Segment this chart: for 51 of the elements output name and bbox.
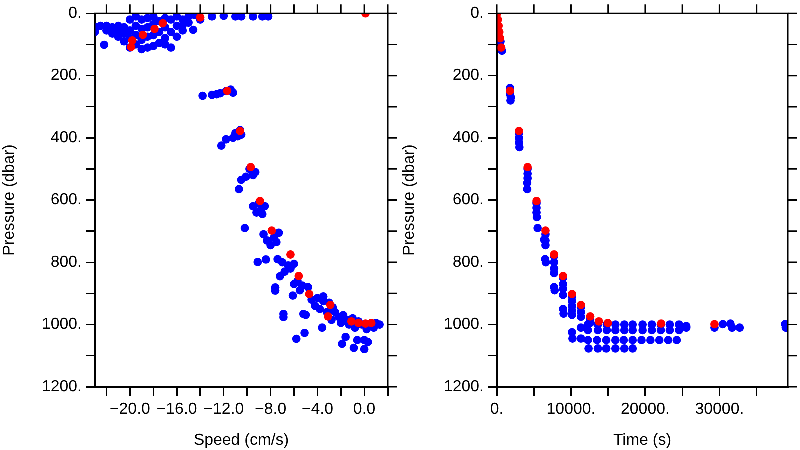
y-tick-label: 200. bbox=[452, 67, 484, 84]
point bbox=[532, 197, 541, 206]
y-tick-label: 400. bbox=[452, 129, 484, 146]
point bbox=[568, 290, 576, 298]
x-tick-label: −4.0 bbox=[302, 401, 334, 418]
y-tick-label: 800. bbox=[452, 254, 484, 271]
point bbox=[138, 30, 148, 40]
x-axis-title: Time (s) bbox=[613, 432, 672, 449]
y-tick-label: 200. bbox=[50, 67, 82, 84]
y-tick-label: 0. bbox=[470, 5, 484, 22]
point bbox=[324, 312, 332, 321]
point bbox=[347, 317, 356, 326]
x-tick-label: 0. bbox=[490, 401, 504, 418]
x-tick-label: −20.0 bbox=[110, 401, 151, 418]
x-tick-label: −12.0 bbox=[204, 401, 244, 418]
point bbox=[286, 250, 295, 259]
x-tick-label: 20000. bbox=[621, 401, 670, 418]
point bbox=[367, 319, 376, 328]
y-axis-title: Pressure (dbar) bbox=[1, 144, 18, 256]
point bbox=[268, 226, 276, 235]
y-axis-title: Pressure (dbar) bbox=[401, 144, 418, 256]
x-axis-title: Speed (cm/s) bbox=[194, 432, 290, 449]
point bbox=[150, 24, 159, 34]
point bbox=[158, 19, 168, 28]
y-tick-label: 1200. bbox=[42, 378, 82, 396]
point bbox=[497, 44, 506, 52]
point bbox=[294, 272, 304, 280]
x-tick-label: 10000. bbox=[546, 401, 596, 418]
x-tick-label: −16.0 bbox=[156, 401, 198, 418]
point bbox=[586, 312, 595, 321]
y-tick-label: 1000. bbox=[42, 316, 82, 334]
y-tick-label: 800. bbox=[50, 254, 82, 271]
point bbox=[256, 197, 264, 206]
x-tick-label: 30000. bbox=[695, 401, 744, 418]
y-tick-label: 600. bbox=[50, 192, 82, 209]
y-tick-label: 0. bbox=[68, 5, 82, 22]
x-tick-label: −8.0 bbox=[255, 401, 287, 418]
point bbox=[196, 14, 205, 22]
point bbox=[576, 300, 586, 310]
point bbox=[542, 226, 550, 235]
point bbox=[305, 290, 314, 298]
y-tick-label: 400. bbox=[50, 129, 82, 146]
point bbox=[515, 127, 524, 136]
x-tick-label: 0.0 bbox=[353, 401, 376, 418]
point bbox=[497, 34, 505, 43]
point bbox=[506, 86, 514, 96]
y-tick-label: 1000. bbox=[444, 316, 484, 334]
point bbox=[710, 320, 719, 329]
y-tick-label: 1200. bbox=[444, 378, 484, 396]
y-tick-label: 600. bbox=[452, 192, 484, 209]
point bbox=[594, 317, 604, 326]
